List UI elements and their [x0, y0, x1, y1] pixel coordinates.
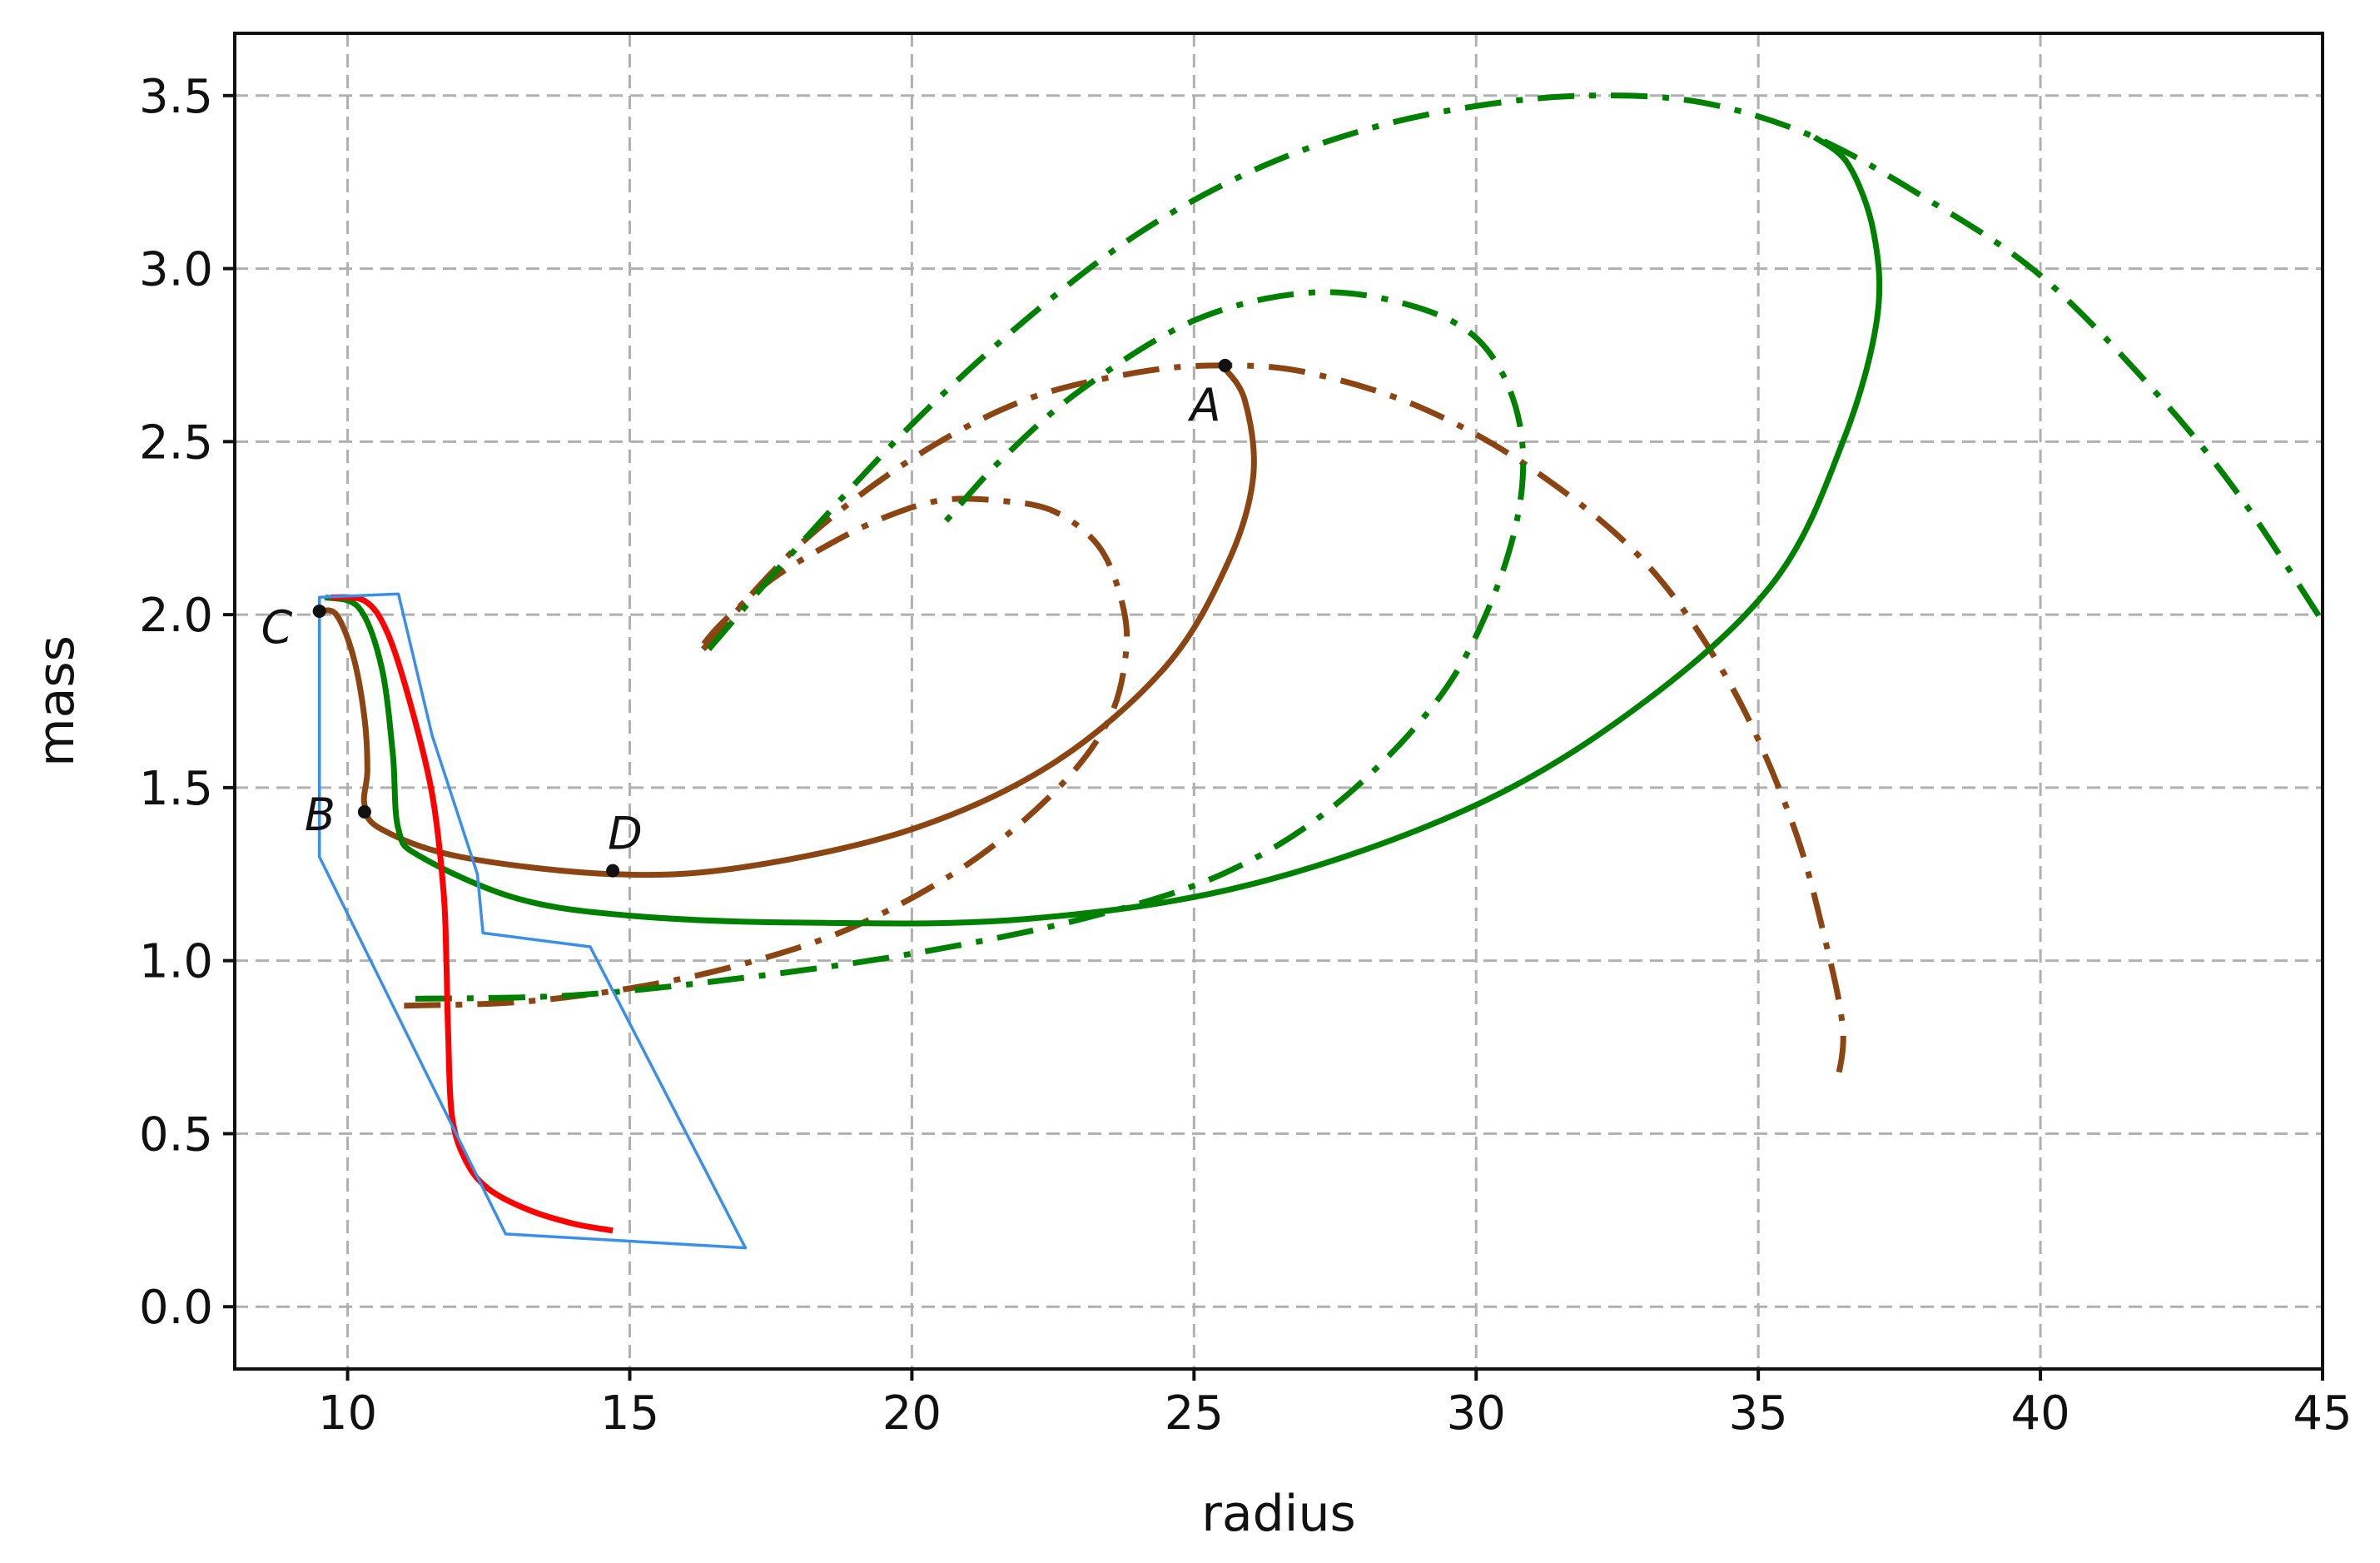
y-tick-label: 3.5: [139, 70, 213, 124]
plot-area: [317, 92, 2323, 1250]
point-b-marker: [357, 804, 371, 819]
point-a-label: A: [1188, 379, 1221, 431]
y-tick-label: 1.0: [139, 935, 213, 989]
series-2-line: [701, 362, 1846, 1083]
series-1-line: [404, 495, 1130, 1009]
x-tick-label: 10: [318, 1386, 377, 1441]
x-tick-label: 20: [882, 1386, 942, 1441]
series-3-line: [324, 134, 1883, 927]
x-tick-label: 35: [1729, 1386, 1788, 1441]
x-tick-label: 30: [1447, 1386, 1506, 1441]
series-6-line: [330, 594, 614, 1234]
y-tick-label: 1.5: [139, 762, 213, 816]
point-d-label: D: [608, 808, 643, 860]
x-axis-label: radius: [1201, 1485, 1355, 1543]
y-tick-label: 2.5: [139, 416, 213, 470]
y-tick-label: 2.0: [139, 589, 213, 643]
x-tick-label: 25: [1165, 1386, 1224, 1441]
x-tick-label: 15: [600, 1386, 659, 1441]
y-tick-label: 0.5: [139, 1108, 213, 1162]
series-4-line: [415, 289, 1527, 1002]
point-c-label: C: [261, 601, 293, 654]
labeled-points: A B C D: [261, 358, 1232, 878]
y-tick-label: 3.0: [139, 243, 213, 297]
series-0-line: [319, 363, 1257, 879]
series-5-line: [706, 92, 2323, 651]
series-7-outline: [317, 592, 748, 1250]
x-tick-label: 45: [2293, 1386, 2352, 1441]
y-tick-label: 0.0: [139, 1281, 213, 1335]
axis-ticks: 10 15 20 25 30 35 40 45 0.0 0.5 1.0 1.5 2.0 2.5 3.0 3.5: [139, 70, 2353, 1441]
point-d-marker: [606, 864, 620, 878]
plot-frame: [233, 32, 2324, 1371]
point-a-marker: [1218, 358, 1232, 372]
x-tick-label: 40: [2010, 1386, 2069, 1441]
y-axis-label: mass: [27, 635, 86, 767]
point-b-label: B: [305, 789, 335, 841]
point-c-marker: [312, 604, 326, 618]
